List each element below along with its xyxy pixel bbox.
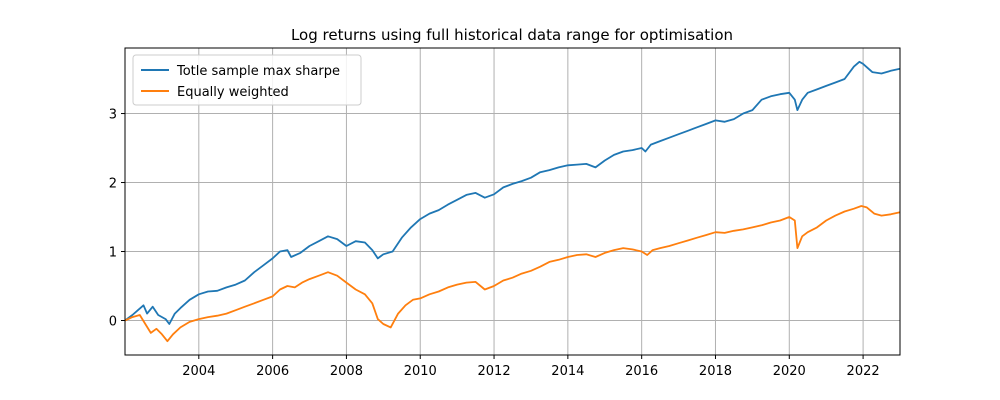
- gridlines: [125, 48, 900, 355]
- legend-box: [132, 54, 362, 106]
- legend-label: Equally weighted: [177, 85, 289, 100]
- x-tick-label: 2020: [773, 364, 806, 379]
- y-tick-label: 1: [109, 246, 117, 261]
- series-line-0: [124, 60, 901, 325]
- series-lines: [124, 60, 901, 343]
- y-tick-label: 0: [109, 315, 117, 330]
- x-axis-ticks: 2004 2006 2008 2010 2012 2014 2016 2018 2020 2022: [182, 355, 880, 379]
- x-tick-label: 2010: [404, 364, 437, 379]
- chart-title: Log returns using full historical data r…: [291, 26, 733, 44]
- x-tick-label: 2016: [625, 364, 658, 379]
- y-axis-ticks: 0 1 2 3: [109, 108, 125, 330]
- series-line-1: [124, 205, 901, 343]
- plot-frame: [124, 47, 901, 356]
- y-tick-label: 2: [109, 177, 117, 192]
- legend: Totle sample max sharpe Equally weighted: [132, 54, 362, 106]
- x-tick-label: 2006: [256, 364, 289, 379]
- x-tick-label: 2008: [330, 364, 363, 379]
- legend-label: Totle sample max sharpe: [176, 64, 340, 79]
- x-tick-label: 2022: [847, 364, 880, 379]
- x-tick-label: 2018: [699, 364, 732, 379]
- x-tick-label: 2012: [478, 364, 511, 379]
- x-tick-label: 2004: [182, 364, 215, 379]
- x-tick-label: 2014: [551, 364, 584, 379]
- y-tick-label: 3: [109, 108, 117, 123]
